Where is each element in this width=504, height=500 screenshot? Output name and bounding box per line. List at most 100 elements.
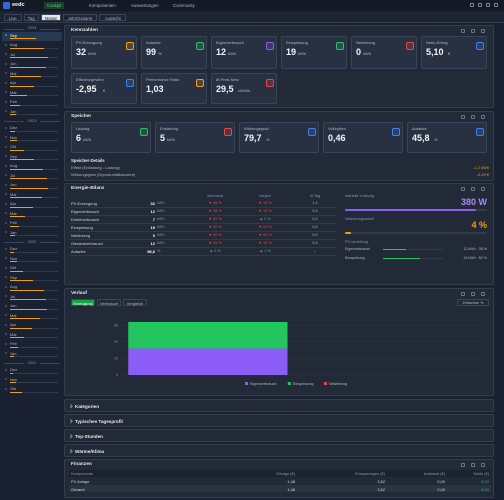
month-item[interactable]: Jun [2, 61, 62, 70]
month-bar [10, 356, 15, 358]
collapsed-section[interactable]: Kategorien [64, 399, 494, 412]
chevron [68, 404, 73, 409]
month-item[interactable]: Jan [2, 350, 62, 359]
nav-tab[interactable]: Auswertungen [131, 3, 159, 8]
collapsed-section[interactable]: Typisches Tagesprofil [64, 414, 494, 427]
month-label: Nov [10, 376, 18, 382]
sub-tab[interactable]: Jahr/Gesamt [62, 14, 98, 21]
month-item[interactable]: Jul [2, 293, 62, 302]
nav-tab[interactable]: Komponenten [89, 3, 116, 8]
month-track [10, 85, 58, 87]
section-icon[interactable] [481, 28, 485, 33]
month-item[interactable]: Sep [2, 153, 62, 162]
month-item[interactable]: Jun [2, 303, 62, 312]
legend-swatch [245, 382, 248, 385]
nav-tab[interactable]: Cockpit [44, 2, 65, 9]
section-icon[interactable] [461, 291, 465, 296]
month-item[interactable]: Jan [2, 229, 62, 238]
month-item[interactable]: Nov [2, 376, 62, 385]
section-icon[interactable] [471, 114, 475, 119]
section-icon[interactable] [481, 462, 485, 467]
month-item[interactable]: Mär [2, 210, 62, 219]
month-item[interactable]: Nov [2, 255, 62, 264]
section-icon[interactable] [461, 28, 465, 33]
month-item[interactable]: Dez [2, 367, 62, 376]
section-icon[interactable] [471, 462, 475, 467]
y-tick-label: 0 [116, 373, 118, 377]
month-item[interactable]: Jul [2, 172, 62, 181]
month-item[interactable]: Mai [2, 312, 62, 321]
month-bar [10, 289, 44, 291]
sub-tab[interactable]: Live [4, 14, 22, 21]
month-item[interactable]: Dez [2, 125, 62, 134]
month-label: Aug [10, 163, 18, 168]
collapsed-section[interactable]: Wärme/Klima [64, 444, 494, 457]
month-item[interactable]: Feb [2, 341, 62, 350]
bilanz-change: 0,0 [312, 233, 318, 237]
month-item[interactable]: Mär [2, 331, 62, 340]
month-item[interactable]: Okt [2, 144, 62, 153]
month-bar [10, 225, 19, 227]
bilanz-unit: kWh [157, 241, 165, 245]
month-item[interactable]: Aug [2, 163, 62, 172]
month-item[interactable]: Apr [2, 201, 62, 210]
month-item[interactable]: Jun [2, 182, 62, 191]
kpi-value: 6 [76, 133, 82, 143]
month-bar [10, 206, 34, 208]
month-bar [10, 47, 44, 49]
month-item[interactable]: Dez [2, 246, 62, 255]
table-cell: 5,10 [481, 487, 489, 492]
month-item[interactable]: Jul [2, 51, 62, 60]
kpi-label: Eigenverbrauch [216, 40, 245, 45]
kpi-card: Vollzyklen 0,46 [323, 122, 403, 153]
month-item[interactable]: Okt [2, 265, 62, 274]
kpi-unit: kWh [298, 50, 306, 56]
axis-button[interactable]: Zeitachse % [457, 299, 489, 306]
nav-tab[interactable]: Community [173, 3, 195, 8]
month-item[interactable]: Jan [2, 108, 62, 117]
chart-tab[interactable]: Erzeugung [71, 299, 95, 306]
month-item[interactable]: Mär [2, 89, 62, 98]
month-dot [5, 368, 7, 371]
sub-tab[interactable]: Aussicht [99, 14, 127, 21]
bilanz-change: 0,4 [312, 241, 318, 245]
section-icon[interactable] [481, 114, 485, 119]
chart-tab[interactable]: Verbrauch [97, 299, 121, 306]
kpi-label: Netzbezug [356, 40, 376, 45]
bilanz-change: ▲ 2 % [209, 249, 221, 253]
sub-tab[interactable]: Monat [40, 14, 61, 21]
month-item[interactable]: Sep [2, 274, 62, 283]
month-item[interactable]: Feb [2, 99, 62, 108]
section-icon[interactable] [471, 186, 475, 191]
month-item[interactable]: Okt [2, 386, 62, 395]
section-icon[interactable] [481, 186, 485, 191]
section-icon[interactable] [471, 28, 475, 33]
month-dot [5, 295, 7, 297]
kpi-icon [126, 79, 134, 87]
section-icon[interactable] [481, 291, 485, 296]
month-item[interactable]: Sep [2, 32, 62, 41]
section-icon[interactable] [471, 291, 475, 296]
kpi-value: 99 [146, 47, 157, 57]
month-item[interactable]: Feb [2, 220, 62, 229]
brand: eedc [12, 2, 25, 8]
chart-tab[interactable]: Vergleich [123, 299, 147, 306]
kpi-value: 32 [76, 47, 87, 57]
month-item[interactable]: Mai [2, 70, 62, 79]
section-icon[interactable] [461, 114, 465, 119]
sub-tab[interactable]: Tag [23, 14, 39, 21]
month-item[interactable]: Mai [2, 191, 62, 200]
section-icon[interactable] [461, 186, 465, 191]
month-item[interactable]: Apr [2, 322, 62, 331]
kpi-unit: kWh [88, 50, 96, 56]
collapsed-section[interactable]: Top-Stunden [64, 429, 494, 442]
kpi-icon [406, 42, 414, 50]
month-item[interactable]: Aug [2, 42, 62, 51]
month-item[interactable]: Aug [2, 284, 62, 293]
month-item[interactable]: Nov [2, 134, 62, 143]
section-icon[interactable] [461, 462, 465, 467]
month-label: Mai [10, 70, 17, 76]
month-item[interactable]: Apr [2, 80, 62, 89]
kpi-card: Netto-Ertrag 5,10 € [421, 36, 487, 69]
month-dot [5, 314, 7, 316]
